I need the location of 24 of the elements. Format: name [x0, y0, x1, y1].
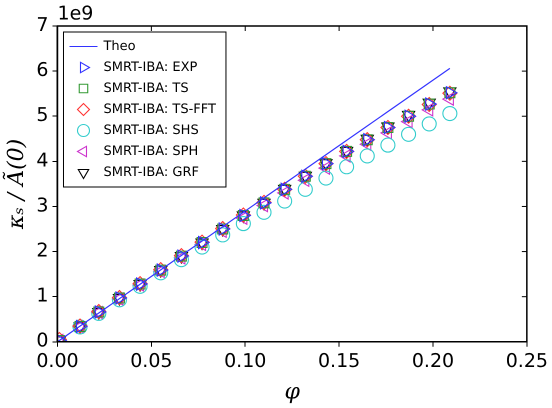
x-tick-label: 0.00 — [36, 350, 79, 372]
y-tick-label: 6 — [36, 59, 48, 82]
legend-label: SMRT-IBA: TS — [103, 80, 189, 96]
x-tick-label: 0.25 — [506, 350, 548, 372]
x-tick-label: 0.10 — [224, 350, 266, 372]
legend-label: Theo — [102, 38, 136, 54]
legend-label: SMRT-IBA: SHS — [103, 122, 199, 138]
y-tick-label: 4 — [36, 149, 48, 172]
legend-label: SMRT-IBA: GRF — [103, 164, 200, 180]
legend-label: SMRT-IBA: TS-FFT — [103, 102, 216, 117]
text: 1e9 — [57, 2, 94, 24]
y-tick-label: 0 — [36, 330, 48, 352]
y-tick-label: 1 — [36, 284, 48, 307]
x-tick-label: 0.15 — [318, 350, 360, 372]
x-tick-label: 0.05 — [130, 350, 173, 372]
legend-label: SMRT-IBA: SPH — [103, 144, 198, 159]
y-tick-label: 7 — [36, 14, 48, 36]
y-axis-title: κₛ / Ã(0) — [2, 138, 29, 230]
legend-label: SMRT-IBA: EXP — [103, 60, 198, 75]
y-tick-label: 2 — [36, 240, 48, 262]
y-tick-label: 5 — [36, 104, 48, 126]
y-tick-label: 3 — [36, 194, 48, 216]
x-tick-label: 0.20 — [412, 350, 454, 372]
x-axis-title: φ — [284, 380, 300, 405]
